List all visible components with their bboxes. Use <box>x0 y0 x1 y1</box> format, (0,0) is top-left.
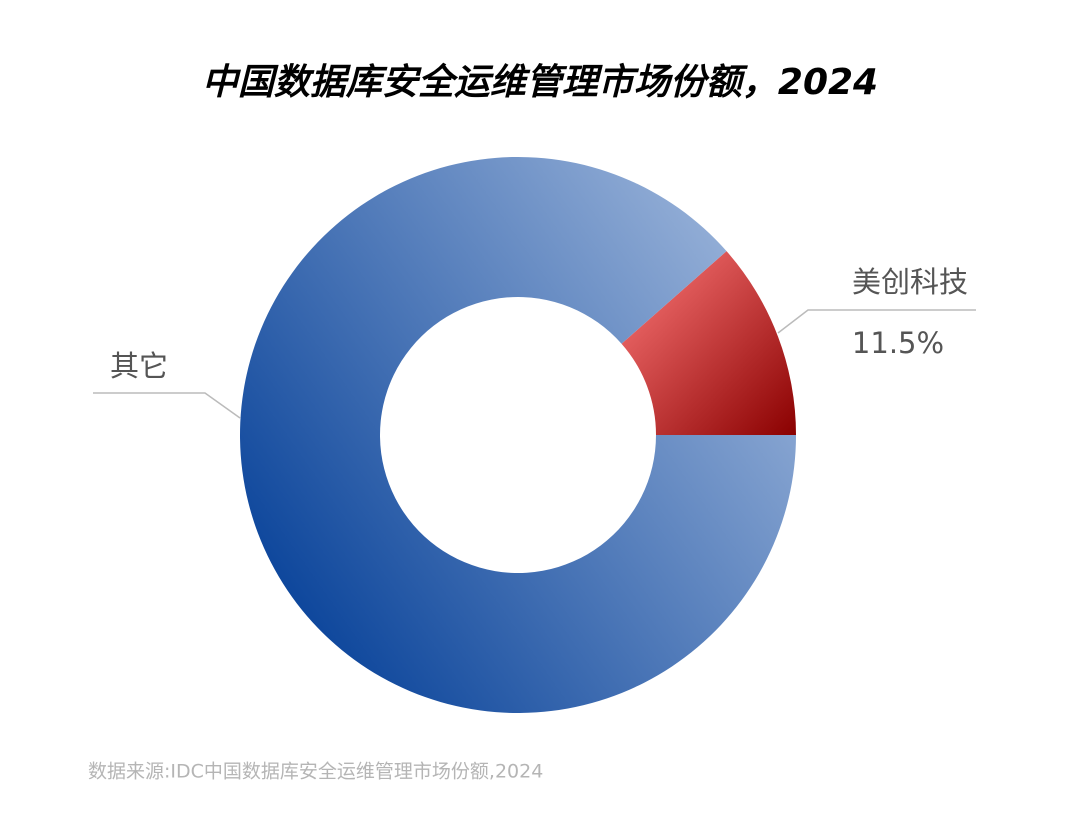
slice-label: 美创科技 <box>852 265 968 299</box>
leader-line <box>777 309 976 334</box>
slice-label: 其它 <box>110 349 168 383</box>
source-note: 数据来源:IDC中国数据库安全运维管理市场份额,2024 <box>88 761 543 783</box>
donut-slice <box>621 251 796 435</box>
leader-line <box>93 392 241 419</box>
donut-slice <box>240 157 797 714</box>
chart-title: 中国数据库安全运维管理市场份额，2024 <box>202 62 878 103</box>
value-label: 11.5% <box>852 326 944 360</box>
